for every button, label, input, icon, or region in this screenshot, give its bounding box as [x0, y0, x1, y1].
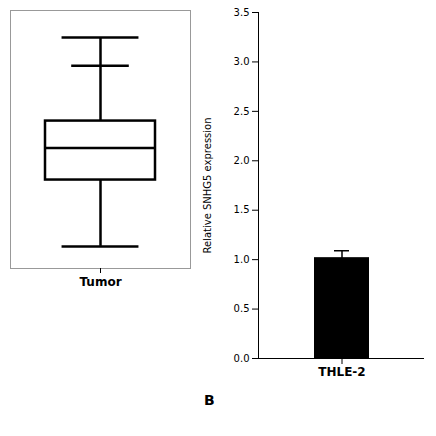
- svg-text:1.5: 1.5: [234, 204, 250, 215]
- svg-text:THLE-2: THLE-2: [318, 365, 365, 379]
- svg-text:2.5: 2.5: [234, 106, 250, 117]
- html-text:B: B: [204, 392, 215, 408]
- svg-text:3.0: 3.0: [234, 56, 250, 67]
- svg-text:0.5: 0.5: [234, 303, 250, 314]
- svg-text:0.0: 0.0: [234, 353, 250, 364]
- svg-text:1.0: 1.0: [234, 254, 250, 265]
- svg-text:3.5: 3.5: [234, 7, 250, 18]
- svg-text:Relative SNHG5 expression: Relative SNHG5 expression: [202, 117, 213, 253]
- svg-text:Tumor: Tumor: [79, 275, 121, 289]
- svg-text:2.0: 2.0: [234, 155, 250, 166]
